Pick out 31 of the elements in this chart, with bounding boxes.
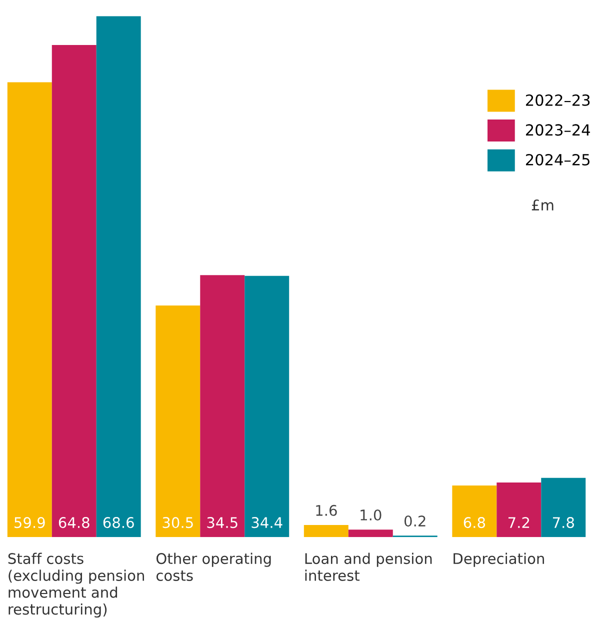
bar <box>541 478 586 538</box>
data-label: 0.2 <box>404 516 426 527</box>
data-label: 6.8 <box>464 517 486 528</box>
bar <box>52 45 96 538</box>
bar <box>96 16 141 538</box>
annotation: £m <box>532 200 554 210</box>
x-tick-label: Loan and pension interest <box>305 552 432 581</box>
data-label: 59.9 <box>14 517 45 528</box>
legend-label: 2022–23 <box>526 94 590 106</box>
bar <box>156 306 200 538</box>
data-label: 30.5 <box>162 517 193 528</box>
bar <box>496 482 542 538</box>
data-label: 1.6 <box>316 504 337 516</box>
data-label: 1.0 <box>360 509 382 520</box>
data-label: 34.4 <box>252 517 282 528</box>
data-label: 68.6 <box>103 517 134 528</box>
x-tick-label: Other operating costs <box>156 552 271 581</box>
bar <box>7 82 52 538</box>
data-label: 34.5 <box>207 517 238 528</box>
x-tick-label: Staff costs (excluding pension movement and restructuring) <box>8 552 144 618</box>
bar <box>452 486 497 538</box>
data-label: 7.2 <box>508 517 530 528</box>
data-label: 64.8 <box>58 517 90 528</box>
bar <box>348 530 393 538</box>
bar <box>304 525 348 538</box>
bar <box>244 276 290 538</box>
bar <box>200 275 245 538</box>
legend-label: 2023–24 <box>526 124 590 136</box>
data-label: 7.8 <box>552 517 574 528</box>
x-tick-label: Depreciation <box>454 552 544 567</box>
legend-label: 2024–25 <box>526 154 590 166</box>
